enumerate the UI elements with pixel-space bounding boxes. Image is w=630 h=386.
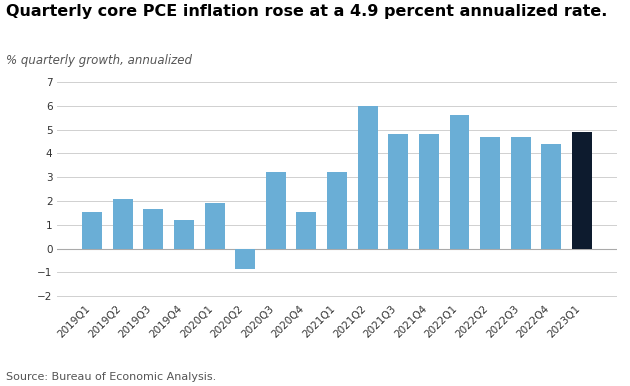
Text: Quarterly core PCE inflation rose at a 4.9 percent annualized rate.: Quarterly core PCE inflation rose at a 4… <box>6 4 608 19</box>
Bar <box>235 249 255 269</box>
Bar <box>327 173 347 249</box>
Bar <box>144 209 163 249</box>
Bar <box>572 132 592 249</box>
Text: % quarterly growth, annualized: % quarterly growth, annualized <box>6 54 192 67</box>
Bar <box>388 134 408 249</box>
Bar <box>82 212 102 249</box>
Bar <box>358 106 377 249</box>
Bar <box>297 212 316 249</box>
Bar <box>266 173 286 249</box>
Bar <box>480 137 500 249</box>
Bar <box>419 134 439 249</box>
Bar <box>205 203 224 249</box>
Bar <box>450 115 469 249</box>
Bar <box>541 144 561 249</box>
Bar <box>511 137 530 249</box>
Bar <box>174 220 194 249</box>
Bar <box>113 199 133 249</box>
Text: Source: Bureau of Economic Analysis.: Source: Bureau of Economic Analysis. <box>6 372 217 382</box>
